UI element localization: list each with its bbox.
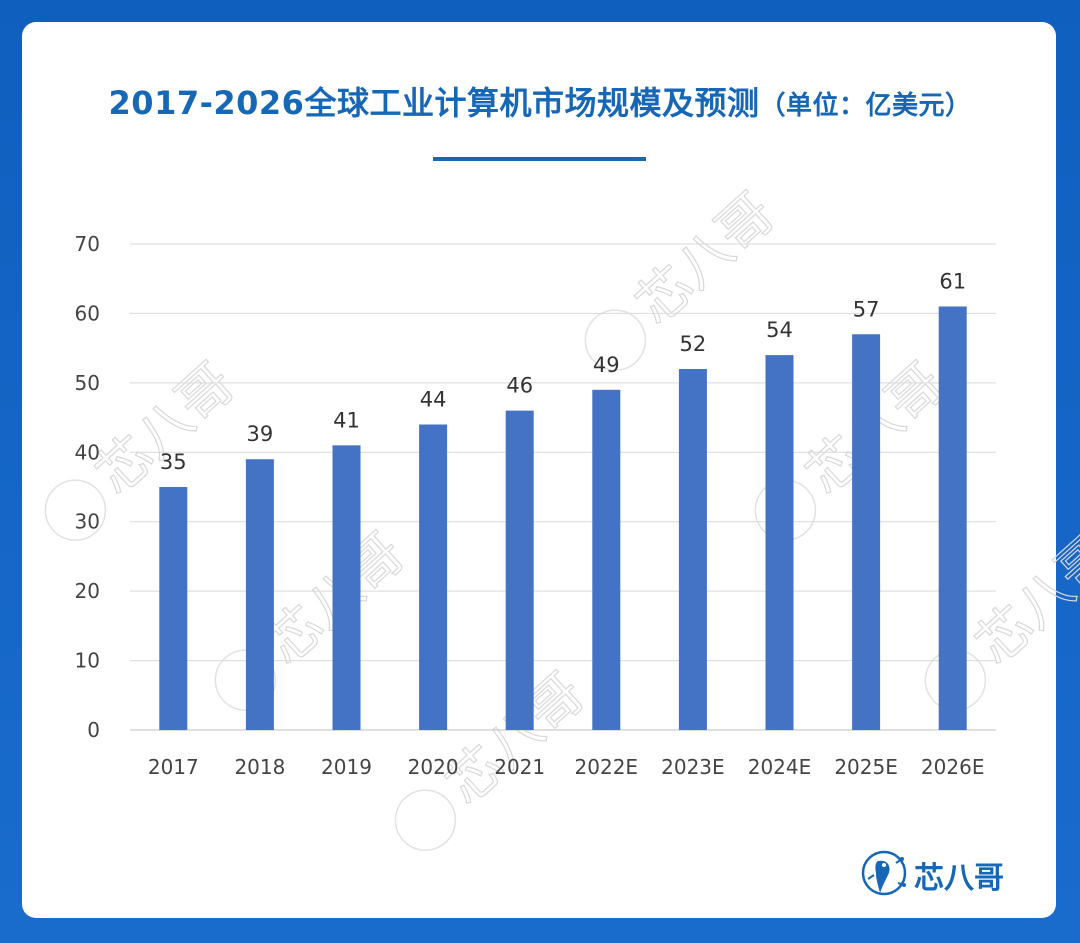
x-tick-label-2017: 2017 <box>148 755 199 779</box>
data-label-2019: 41 <box>333 408 360 432</box>
y-tick-label: 40 <box>75 440 100 464</box>
y-tick-label: 10 <box>75 649 100 673</box>
chart-title: 2017-2026全球工业计算机市场规模及预测（单位：亿美元） <box>0 78 1080 124</box>
data-labels: 35 39 41 44 46 49 52 54 57 61 <box>160 269 966 474</box>
y-tick-label: 50 <box>75 371 100 395</box>
bar-2021 <box>505 410 534 730</box>
x-tick-label-2018: 2018 <box>234 755 285 779</box>
gridlines <box>130 243 996 731</box>
bird-logo-icon <box>860 849 908 901</box>
chart-card <box>22 22 1056 918</box>
bar-2025E <box>852 334 881 730</box>
bar-2017 <box>159 487 188 730</box>
bar-2020 <box>419 424 448 730</box>
data-label-2018: 39 <box>247 422 274 446</box>
bar-2022E <box>592 389 621 730</box>
x-tick-label-2022E: 2022E <box>575 755 639 779</box>
data-label-2023E: 52 <box>680 332 707 356</box>
x-tick-label-2025E: 2025E <box>834 755 898 779</box>
data-label-2024E: 54 <box>766 318 793 342</box>
bar-2018 <box>245 459 274 730</box>
x-tick-label-2020: 2020 <box>408 755 459 779</box>
data-label-2020: 44 <box>420 388 447 412</box>
x-tick-label-2026E: 2026E <box>921 755 985 779</box>
y-tick-label: 70 <box>75 232 100 256</box>
y-tick-label: 60 <box>75 301 100 325</box>
title-underline <box>433 157 646 161</box>
data-label-2021: 46 <box>506 374 533 398</box>
x-tick-label-2023E: 2023E <box>661 755 725 779</box>
bar-2024E <box>765 355 794 730</box>
brand-name: 芯八哥 <box>914 861 1004 896</box>
bars <box>159 306 967 730</box>
bar-2023E <box>678 368 707 730</box>
x-tick-label-2021: 2021 <box>494 755 545 779</box>
bar-2026E <box>938 306 967 730</box>
x-tick-label-2019: 2019 <box>321 755 372 779</box>
x-axis: 2017 2018 2019 2020 2021 2022E 2023E 2024E 2025E… <box>148 755 985 779</box>
data-label-2026E: 61 <box>939 269 966 293</box>
brand-logo: 芯八哥 <box>860 850 1004 900</box>
y-tick-label: 20 <box>75 579 100 603</box>
y-axis: 0 10 20 30 40 50 60 70 <box>75 232 100 742</box>
data-label-2017: 35 <box>160 450 187 474</box>
bar-2019 <box>332 445 361 730</box>
y-tick-label: 30 <box>75 510 100 534</box>
data-label-2025E: 57 <box>853 297 880 321</box>
chart-title-main: 2017-2026全球工业计算机市场规模及预测 <box>108 84 760 122</box>
x-tick-label-2024E: 2024E <box>748 755 812 779</box>
data-label-2022E: 49 <box>593 353 620 377</box>
chart-title-unit: （单位：亿美元） <box>759 91 972 121</box>
y-tick-label: 0 <box>87 718 100 742</box>
